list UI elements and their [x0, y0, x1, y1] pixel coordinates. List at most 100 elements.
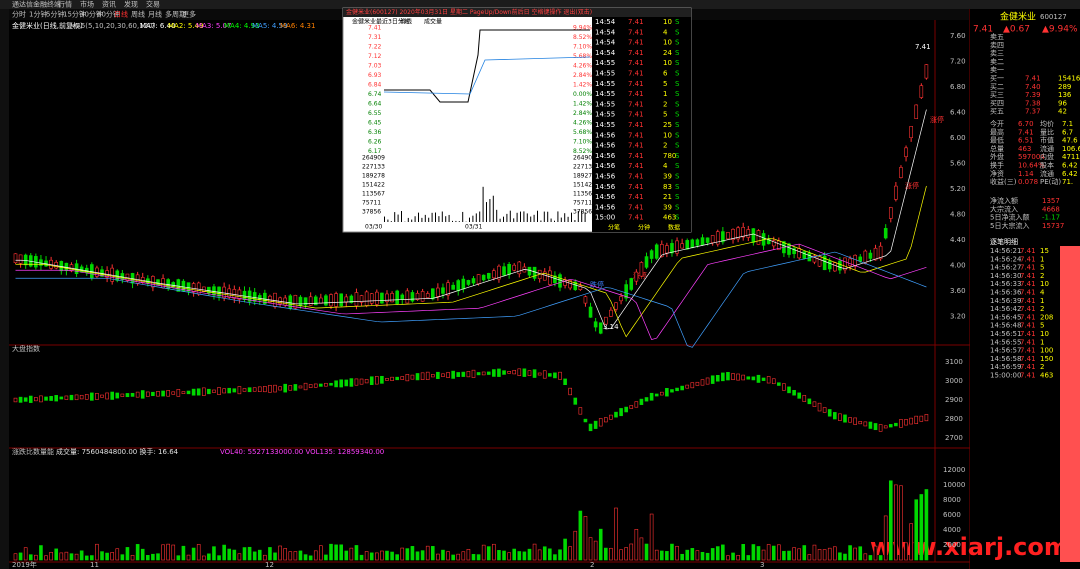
index-candle	[904, 419, 908, 426]
popup-tab: 成交量	[424, 18, 442, 26]
candle	[751, 228, 756, 243]
tick-cell: 14:55	[595, 90, 615, 98]
stat-value: 597004	[1018, 153, 1045, 161]
stock-name: 金健米业	[1000, 11, 1036, 23]
volume-bar	[54, 548, 59, 561]
index-candle	[710, 375, 715, 384]
volume-bar	[181, 545, 186, 561]
popup-pct: 2.84%	[573, 72, 592, 79]
volume-bar	[746, 555, 751, 561]
popup-vol-bar	[384, 216, 385, 222]
volume-bar	[665, 551, 669, 561]
volume-bar	[227, 548, 232, 561]
tick-cell: 24	[663, 49, 672, 57]
candle	[492, 270, 496, 279]
index-candle	[308, 384, 313, 388]
candle	[344, 296, 349, 303]
index-candle	[604, 417, 608, 423]
popup-vol-bar	[540, 220, 542, 222]
volume-bar	[604, 547, 608, 561]
volume-bar	[741, 544, 746, 561]
volume-bar	[817, 549, 822, 561]
volume-bar	[497, 550, 501, 561]
volume-bar	[39, 545, 43, 561]
popup-vol: 75711	[573, 200, 592, 207]
tick-cell: S	[675, 131, 680, 139]
volume-bar	[308, 555, 313, 561]
volume-bar	[766, 544, 771, 561]
volume-bar	[787, 550, 791, 561]
volume-bar	[548, 548, 552, 561]
candle	[690, 239, 695, 248]
index-candle	[721, 372, 725, 382]
volume-bar	[721, 544, 725, 561]
volume-bar	[792, 547, 796, 561]
volume-bar	[100, 551, 104, 561]
volume-bar	[512, 548, 517, 561]
popup-vol-bar	[506, 213, 508, 222]
trade-time: 14:56:27	[990, 264, 1021, 272]
period-tab: 30分钟	[80, 10, 103, 19]
tick-cell: S	[675, 18, 680, 26]
price-axis-label: 7.60	[950, 32, 966, 40]
candle	[878, 245, 883, 260]
stat-label: 收益(三)	[990, 177, 1017, 186]
popup-vol-bar	[475, 213, 477, 222]
volume-bar	[298, 550, 303, 561]
volume-bar	[863, 553, 868, 561]
index-candle	[298, 385, 303, 389]
candle	[731, 228, 735, 240]
volume-bar	[659, 550, 664, 561]
candle	[848, 258, 852, 266]
index-candle	[924, 414, 929, 422]
popup-bottom-tab: 分笔	[608, 224, 620, 232]
popup-vol: 227133	[362, 164, 385, 171]
date-label: 11	[90, 561, 99, 569]
popup-vol-bar	[407, 217, 409, 222]
index-candle	[771, 378, 776, 385]
index-candle	[609, 414, 613, 420]
trade-vol: 1	[1040, 297, 1044, 305]
index-candle	[354, 378, 359, 386]
tick-cell: 10	[663, 59, 672, 67]
trade-price: 7.41	[1020, 313, 1036, 321]
stock-change: ▲0.67	[1003, 25, 1030, 35]
index-candle	[375, 376, 379, 385]
candle	[675, 240, 679, 254]
candle	[695, 239, 700, 246]
index-axis-label: 2700	[945, 434, 963, 442]
index-candle	[69, 394, 74, 401]
popup-price: 6.93	[368, 72, 382, 79]
popup-avg-line	[383, 56, 591, 95]
trade-price: 7.41	[1020, 347, 1036, 355]
index-candle	[751, 376, 756, 381]
candle	[308, 296, 313, 306]
tick-cell: 7.41	[628, 70, 644, 78]
candle	[909, 126, 913, 139]
popup-vol-bar	[452, 220, 453, 222]
candle	[303, 297, 308, 306]
index-candle	[802, 395, 807, 402]
trade-vol: 5	[1040, 264, 1044, 272]
volume-bar	[34, 554, 38, 561]
volume-header: 涨跌比数量能	[12, 447, 54, 456]
tick-cell: 10	[663, 39, 672, 47]
index-candle	[690, 382, 695, 389]
date-label: 3	[760, 561, 764, 569]
tick-cell: 14:56	[595, 131, 616, 139]
index-candle	[339, 379, 343, 388]
volume-bar	[690, 548, 695, 561]
tick-list	[592, 17, 691, 232]
index-candle	[888, 424, 893, 428]
stat-value: 7.1	[1062, 120, 1073, 128]
volume-bar	[527, 548, 532, 561]
index-candle	[777, 382, 781, 386]
popup-vol-bar	[577, 210, 579, 222]
popup-vol-bar	[581, 210, 583, 222]
candle	[685, 240, 690, 250]
stat-value: 6.42	[1062, 170, 1078, 178]
index-candle	[822, 407, 827, 413]
popup-vol-bar	[564, 213, 566, 222]
candle	[207, 286, 211, 294]
popup-pct: 4.26%	[573, 120, 592, 127]
